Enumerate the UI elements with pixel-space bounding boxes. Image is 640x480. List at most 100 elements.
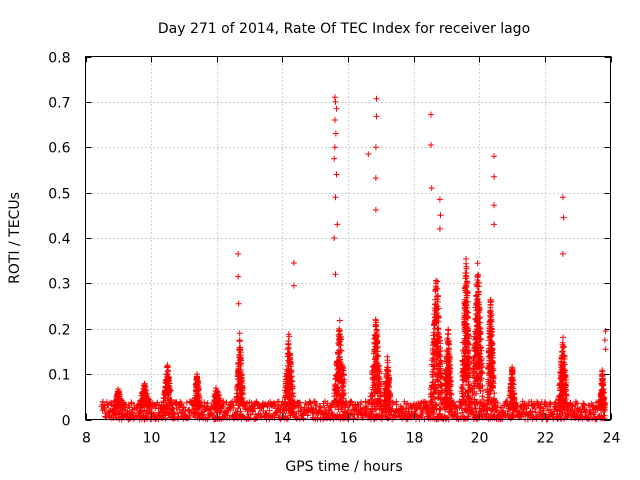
data-point (435, 395, 442, 401)
data-point (369, 370, 376, 376)
data-point (436, 225, 443, 232)
data-point (579, 415, 586, 422)
data-point (436, 196, 443, 203)
data-point (487, 314, 494, 321)
data-point (165, 383, 172, 390)
data-point (471, 398, 478, 405)
data-point (491, 403, 498, 410)
data-point (285, 366, 292, 373)
data-point (558, 364, 565, 371)
data-point (466, 359, 473, 366)
data-point (290, 282, 297, 289)
data-point (469, 392, 476, 399)
data-point (487, 304, 494, 311)
data-point (434, 339, 441, 346)
y-axis-label: ROTI / TECUs (7, 192, 23, 284)
data-point (458, 388, 465, 395)
data-point (236, 351, 243, 358)
data-point (507, 400, 514, 407)
data-point (338, 391, 345, 398)
data-point (159, 404, 166, 411)
data-point (384, 399, 391, 406)
y-tick-label: 0.8 (48, 51, 70, 67)
data-point (557, 370, 564, 377)
data-point (114, 391, 121, 398)
data-point (240, 399, 246, 406)
data-point (508, 387, 514, 394)
data-point (178, 400, 185, 407)
data-point (475, 363, 482, 370)
data-point (371, 389, 378, 396)
data-point (336, 353, 343, 360)
y-tick-label: 0 (62, 414, 71, 430)
data-point (434, 325, 441, 332)
data-point (238, 377, 245, 384)
data-point (370, 400, 377, 407)
data-point (437, 367, 444, 374)
y-tick-label: 0.4 (48, 232, 70, 248)
data-point (235, 366, 242, 373)
data-point (290, 399, 297, 406)
data-point (464, 338, 471, 345)
data-point (145, 411, 152, 418)
data-point (210, 412, 216, 419)
data-point (475, 372, 482, 379)
y-axis-ticks: 0 0.1 0.2 0.3 0.4 0.5 0.6 0.7 0.8 (48, 51, 611, 430)
data-point (165, 410, 172, 417)
data-points (98, 94, 609, 423)
data-point (562, 396, 569, 402)
data-point (213, 390, 220, 397)
data-point (383, 378, 390, 385)
data-point (373, 113, 380, 120)
data-point (491, 173, 497, 180)
data-point (166, 403, 172, 410)
x-tick-label: 20 (471, 431, 489, 447)
data-point (257, 411, 264, 418)
data-point (568, 402, 575, 409)
data-point (369, 375, 376, 382)
data-point (174, 410, 181, 417)
data-point (462, 270, 469, 276)
data-point (459, 409, 466, 416)
data-point (146, 403, 153, 410)
data-point (124, 408, 131, 414)
data-point (208, 410, 215, 417)
data-point (214, 399, 221, 406)
data-point (463, 265, 470, 272)
data-point (175, 413, 182, 420)
data-point (266, 407, 273, 414)
x-tick-label: 18 (406, 431, 424, 447)
grid (85, 56, 611, 420)
data-point (477, 325, 484, 332)
data-point (358, 399, 365, 406)
data-point (424, 404, 431, 411)
data-point (368, 390, 375, 397)
data-point (437, 357, 444, 364)
data-point (335, 365, 342, 372)
data-point (430, 374, 436, 380)
data-point (282, 394, 289, 401)
data-point (334, 221, 341, 228)
data-point (433, 293, 440, 300)
data-point (336, 333, 343, 340)
data-point (437, 405, 444, 412)
data-point (193, 373, 200, 380)
data-point (164, 364, 171, 371)
data-point (283, 380, 289, 387)
data-point (508, 381, 515, 388)
data-point (462, 307, 469, 314)
data-point (100, 405, 107, 412)
data-point (304, 412, 311, 419)
data-point (141, 392, 148, 399)
data-point (164, 373, 171, 380)
data-point (476, 319, 483, 326)
data-point (464, 393, 471, 400)
data-point (290, 260, 297, 266)
data-point (475, 289, 482, 296)
data-point (430, 329, 437, 336)
data-point (442, 375, 449, 382)
data-point (332, 387, 339, 394)
data-point (463, 397, 470, 404)
data-point (577, 408, 584, 415)
data-point (236, 330, 243, 337)
